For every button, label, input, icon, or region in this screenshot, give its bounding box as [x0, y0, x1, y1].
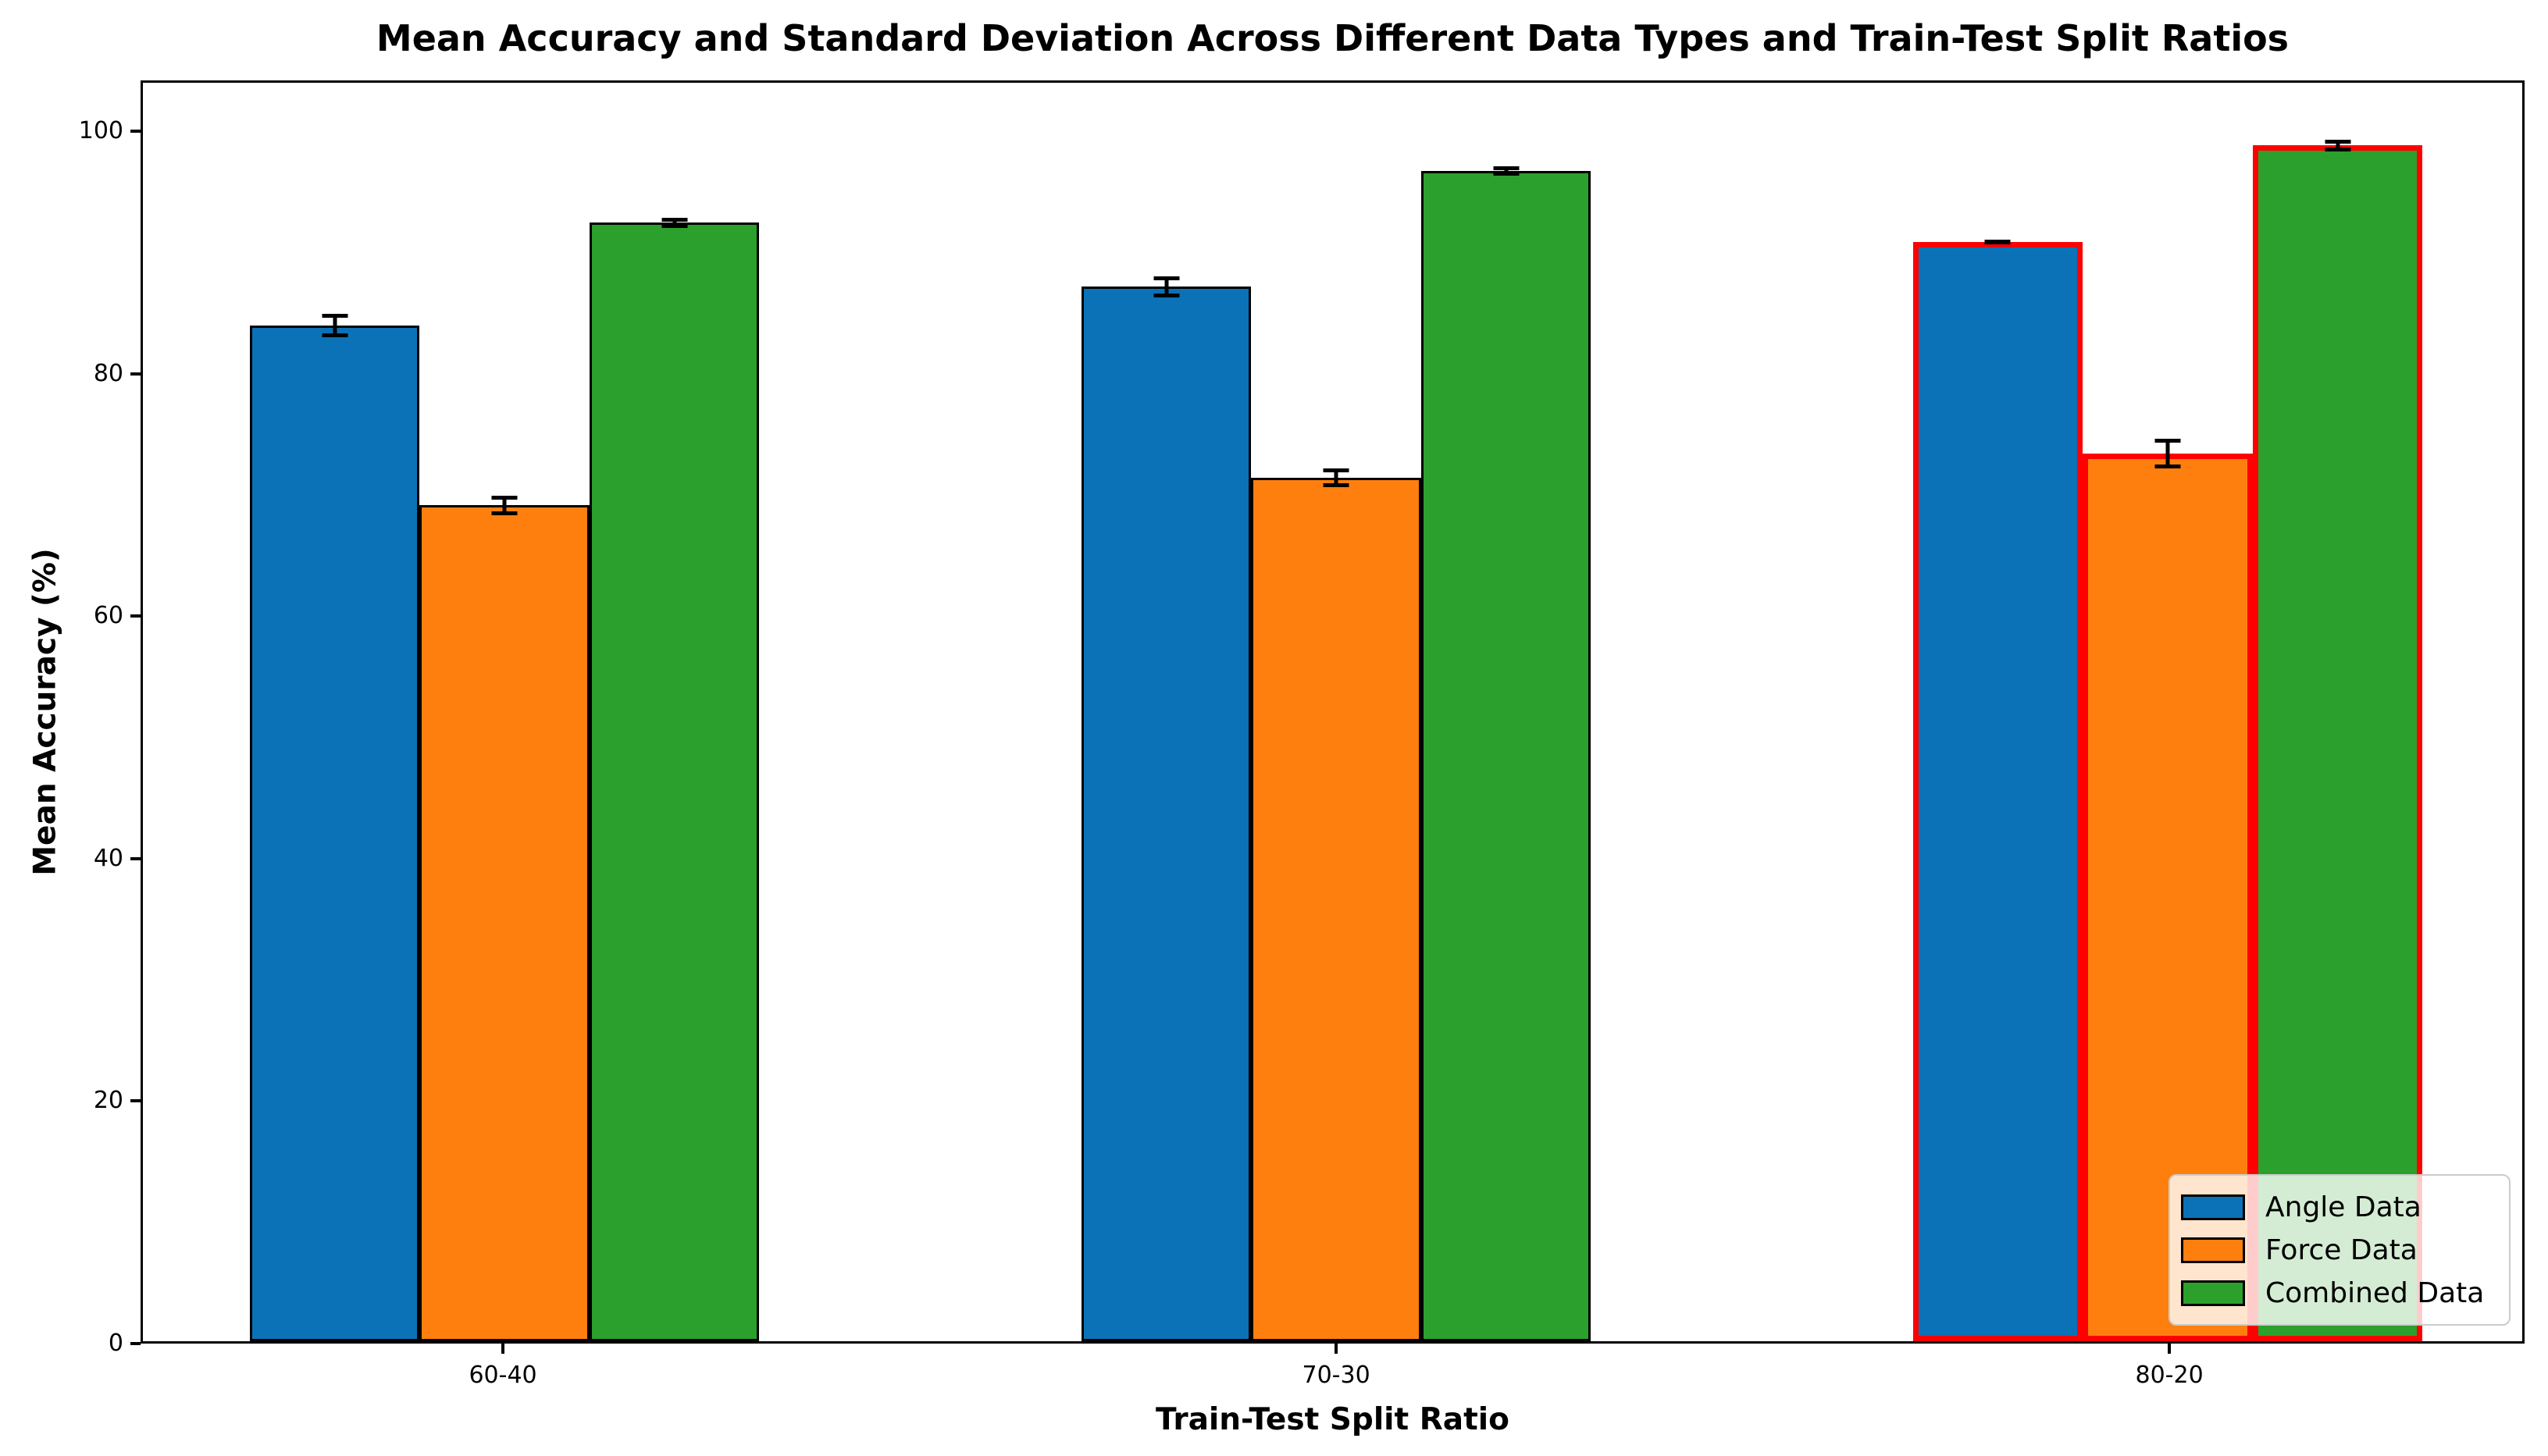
- error-line: [333, 313, 337, 338]
- bar-combined-data-60-40: [589, 222, 760, 1341]
- y-tick-mark-80: [130, 372, 141, 376]
- error-cap-bottom: [491, 511, 518, 515]
- legend-swatch-combined-data: [2181, 1280, 2245, 1306]
- error-bar-force-data-60-40: [491, 496, 518, 515]
- x-tick-label-80-20: 80-20: [2135, 1362, 2204, 1389]
- error-cap-top: [2154, 439, 2181, 443]
- x-tick-mark-80-20: [2168, 1344, 2172, 1354]
- error-cap-bottom: [1493, 172, 1520, 176]
- bar-angle-data-60-40: [249, 325, 420, 1341]
- error-line: [672, 218, 677, 228]
- y-tick-mark-20: [130, 1099, 141, 1103]
- error-cap-bottom: [322, 333, 348, 338]
- bar-force-data-60-40: [419, 505, 590, 1341]
- legend-swatch-force-data: [2181, 1237, 2245, 1263]
- chart-title: Mean Accuracy and Standard Deviation Acr…: [376, 17, 2290, 59]
- y-tick-label-40: 40: [93, 844, 123, 872]
- x-tick-mark-70-30: [1335, 1344, 1338, 1354]
- x-axis-label: Train-Test Split Ratio: [1156, 1402, 1509, 1437]
- error-cap-bottom: [1984, 240, 2011, 245]
- error-line: [2165, 439, 2170, 468]
- y-tick-label-0: 0: [108, 1330, 123, 1357]
- error-bar-angle-data-80-20: [1984, 240, 2011, 245]
- y-tick-mark-40: [130, 856, 141, 860]
- bar-combined-data-80-20: [2252, 145, 2423, 1341]
- error-bar-angle-data-70-30: [1153, 276, 1179, 298]
- legend-swatch-angle-data: [2181, 1194, 2245, 1220]
- legend: Angle Data Force Data Combined Data: [2168, 1174, 2511, 1326]
- error-cap-bottom: [661, 223, 688, 228]
- error-bar-combined-data-60-40: [661, 218, 688, 228]
- error-line: [1334, 468, 1338, 488]
- error-line: [1164, 276, 1168, 298]
- x-tick-mark-60-40: [501, 1344, 505, 1354]
- legend-item-combined-data: Combined Data: [2181, 1277, 2498, 1309]
- error-bar-combined-data-80-20: [2325, 139, 2351, 152]
- y-tick-mark-100: [130, 130, 141, 133]
- error-cap-top: [661, 218, 688, 222]
- error-cap-top: [1323, 468, 1349, 472]
- legend-label-force-data: Force Data: [2265, 1234, 2418, 1266]
- plot-inner: [143, 83, 2522, 1341]
- error-cap-top: [322, 313, 348, 318]
- error-cap-bottom: [2154, 464, 2181, 468]
- x-tick-label-70-30: 70-30: [1302, 1362, 1370, 1389]
- plot-area: [141, 80, 2525, 1344]
- bar-angle-data-80-20: [1912, 242, 2083, 1341]
- legend-label-combined-data: Combined Data: [2265, 1276, 2485, 1309]
- error-cap-bottom: [1323, 483, 1349, 488]
- y-tick-label-20: 20: [93, 1087, 123, 1115]
- error-bar-force-data-70-30: [1323, 468, 1349, 488]
- error-bar-combined-data-70-30: [1493, 166, 1520, 176]
- x-tick-label-60-40: 60-40: [469, 1362, 537, 1389]
- bar-combined-data-70-30: [1420, 170, 1591, 1341]
- legend-item-angle-data: Angle Data: [2181, 1191, 2498, 1223]
- error-cap-top: [2325, 139, 2351, 144]
- error-cap-bottom: [1153, 294, 1179, 298]
- error-cap-top: [1153, 276, 1179, 280]
- error-line: [1504, 166, 1509, 176]
- legend-label-angle-data: Angle Data: [2265, 1191, 2421, 1223]
- error-bar-angle-data-60-40: [322, 313, 348, 338]
- y-tick-label-60: 60: [93, 602, 123, 630]
- error-cap-top: [1493, 166, 1520, 170]
- bar-angle-data-70-30: [1081, 287, 1252, 1341]
- y-tick-label-80: 80: [93, 359, 123, 387]
- y-tick-mark-60: [130, 614, 141, 618]
- error-cap-bottom: [2325, 148, 2351, 152]
- error-line: [2336, 139, 2340, 152]
- bar-force-data-70-30: [1251, 477, 1421, 1341]
- y-axis-label: Mean Accuracy (%): [27, 548, 63, 876]
- y-tick-label-100: 100: [78, 117, 123, 145]
- legend-item-force-data: Force Data: [2181, 1234, 2498, 1266]
- error-line: [502, 496, 507, 515]
- error-cap-top: [491, 496, 518, 500]
- y-tick-mark-0: [130, 1342, 141, 1345]
- error-bar-force-data-80-20: [2154, 439, 2181, 468]
